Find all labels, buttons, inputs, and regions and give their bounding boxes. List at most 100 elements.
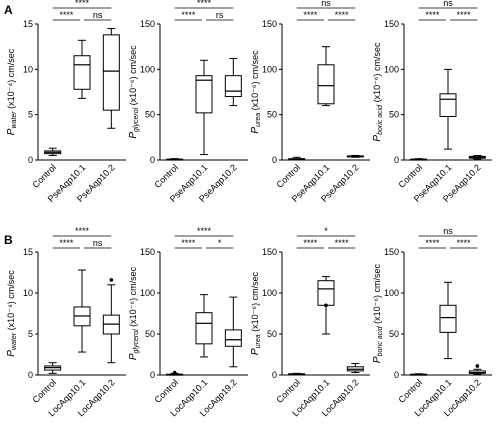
y-label-sub: water — [11, 111, 18, 129]
y-tick-label: 10 — [23, 288, 33, 298]
y-label-unit: (x10⁻⁶) cm/sec — [372, 263, 382, 326]
y-tick-label: 5 — [28, 110, 33, 120]
box — [195, 312, 213, 345]
y-tick-label: 50 — [267, 110, 277, 120]
y-axis-label: Pglycerol (x10⁻⁶) cm/sec — [128, 45, 140, 139]
outlier-point — [324, 303, 328, 308]
panel-letter-a: A — [4, 3, 13, 17]
y-tick-label: 0 — [394, 370, 399, 380]
y-label-main: P — [372, 356, 383, 363]
y-label-main: P — [250, 348, 261, 355]
y-axis-label: Purea (x10⁻⁶) cm/sec — [250, 271, 262, 355]
outlier-point — [172, 370, 177, 375]
outlier-point — [109, 278, 114, 282]
y-tick-label: 50 — [145, 329, 155, 339]
y-tick-label: 0 — [28, 155, 33, 165]
significance-label: **** — [75, 226, 90, 236]
significance-label: **** — [59, 10, 74, 20]
significance-label: **** — [181, 238, 196, 248]
significance-label: **** — [425, 10, 440, 20]
category-label: Control — [30, 162, 58, 190]
y-label-sub: urea — [255, 334, 262, 348]
box — [102, 34, 120, 111]
significance-label: **** — [181, 10, 196, 20]
y-tick-label: 150 — [262, 247, 277, 257]
y-tick-label: 150 — [262, 19, 277, 29]
y-label-sub: glycerol — [133, 329, 140, 354]
y-label-unit: (x10⁻⁶) cm/sec — [250, 50, 260, 113]
y-label-sub: glycerol — [133, 107, 140, 132]
y-label-unit: (x10⁻⁶) cm/sec — [372, 42, 382, 105]
significance-label: **** — [303, 238, 318, 248]
significance-label: ns — [443, 0, 453, 8]
significance-label: * — [218, 238, 222, 248]
y-label-sub: water — [11, 332, 18, 350]
significance-label: **** — [197, 226, 212, 236]
y-tick-label: 0 — [150, 155, 155, 165]
significance-label: * — [324, 226, 328, 236]
y-axis-label: Pwater (x10⁻⁴) cm/sec — [6, 48, 18, 135]
y-tick-label: 150 — [140, 247, 155, 257]
y-label-unit: (x10⁻⁶) cm/sec — [250, 271, 260, 334]
y-tick-label: 150 — [384, 247, 399, 257]
y-label-main: P — [128, 132, 139, 139]
significance-label: **** — [75, 0, 90, 8]
y-tick-label: 100 — [384, 288, 399, 298]
y-tick-label: 15 — [23, 247, 33, 257]
significance-label: **** — [457, 238, 472, 248]
y-tick-label: 5 — [28, 329, 33, 339]
chart-a-2: 0 50 100 150 Pglycerol (x10⁻⁶) cm/sec Control… — [128, 0, 248, 204]
box — [73, 55, 91, 90]
y-axis-label: Purea (x10⁻⁶) cm/sec — [250, 50, 262, 134]
y-tick-label: 0 — [272, 155, 277, 165]
panel-letter-b: B — [4, 233, 13, 247]
y-tick-label: 10 — [23, 64, 33, 74]
y-tick-label: 50 — [145, 110, 155, 120]
y-label-sub: boric acid — [377, 325, 384, 356]
y-axis-label: Pboric acid (x10⁻⁶) cm/sec — [372, 42, 384, 142]
y-tick-label: 100 — [384, 64, 399, 74]
category-label: Control — [152, 377, 180, 405]
y-label-unit: (x10⁻⁴) cm/sec — [6, 48, 16, 111]
y-label-main: P — [128, 353, 139, 360]
category-label: Control — [152, 162, 180, 190]
y-tick-label: 100 — [140, 64, 155, 74]
y-axis-label: Pwater (x10⁻⁴) cm/sec — [6, 270, 18, 357]
y-tick-label: 150 — [140, 19, 155, 29]
y-tick-label: 0 — [272, 370, 277, 380]
box — [317, 64, 335, 105]
significance-label: ns — [321, 0, 331, 8]
significance-label: **** — [457, 10, 472, 20]
y-label-main: P — [372, 135, 383, 142]
category-label: Control — [274, 162, 302, 190]
y-label-main: P — [6, 128, 17, 135]
y-label-unit: (x10⁻⁴) cm/sec — [6, 270, 16, 333]
outlier-point — [475, 364, 480, 368]
box — [439, 93, 457, 117]
y-label-unit: (x10⁻⁶) cm/sec — [128, 266, 138, 329]
significance-label: **** — [303, 10, 318, 20]
significance-label: ns — [443, 226, 453, 236]
chart-a-4: 0 50 100 150 Pboric acid (x10⁻⁶) cm/sec Contr… — [372, 0, 492, 204]
category-label: Control — [396, 162, 424, 190]
y-label-sub: urea — [255, 113, 262, 127]
significance-label: **** — [197, 0, 212, 8]
y-axis-label: Pglycerol (x10⁻⁶) cm/sec — [128, 266, 140, 360]
significance-label: **** — [335, 238, 350, 248]
box — [224, 75, 242, 98]
significance-label: ns — [93, 10, 103, 20]
y-label-unit: (x10⁻⁶) cm/sec — [128, 45, 138, 108]
box — [195, 75, 213, 114]
significance-label: **** — [59, 238, 74, 248]
y-label-main: P — [250, 127, 261, 134]
box — [439, 304, 457, 333]
y-tick-label: 150 — [384, 19, 399, 29]
y-tick-label: 0 — [150, 370, 155, 380]
